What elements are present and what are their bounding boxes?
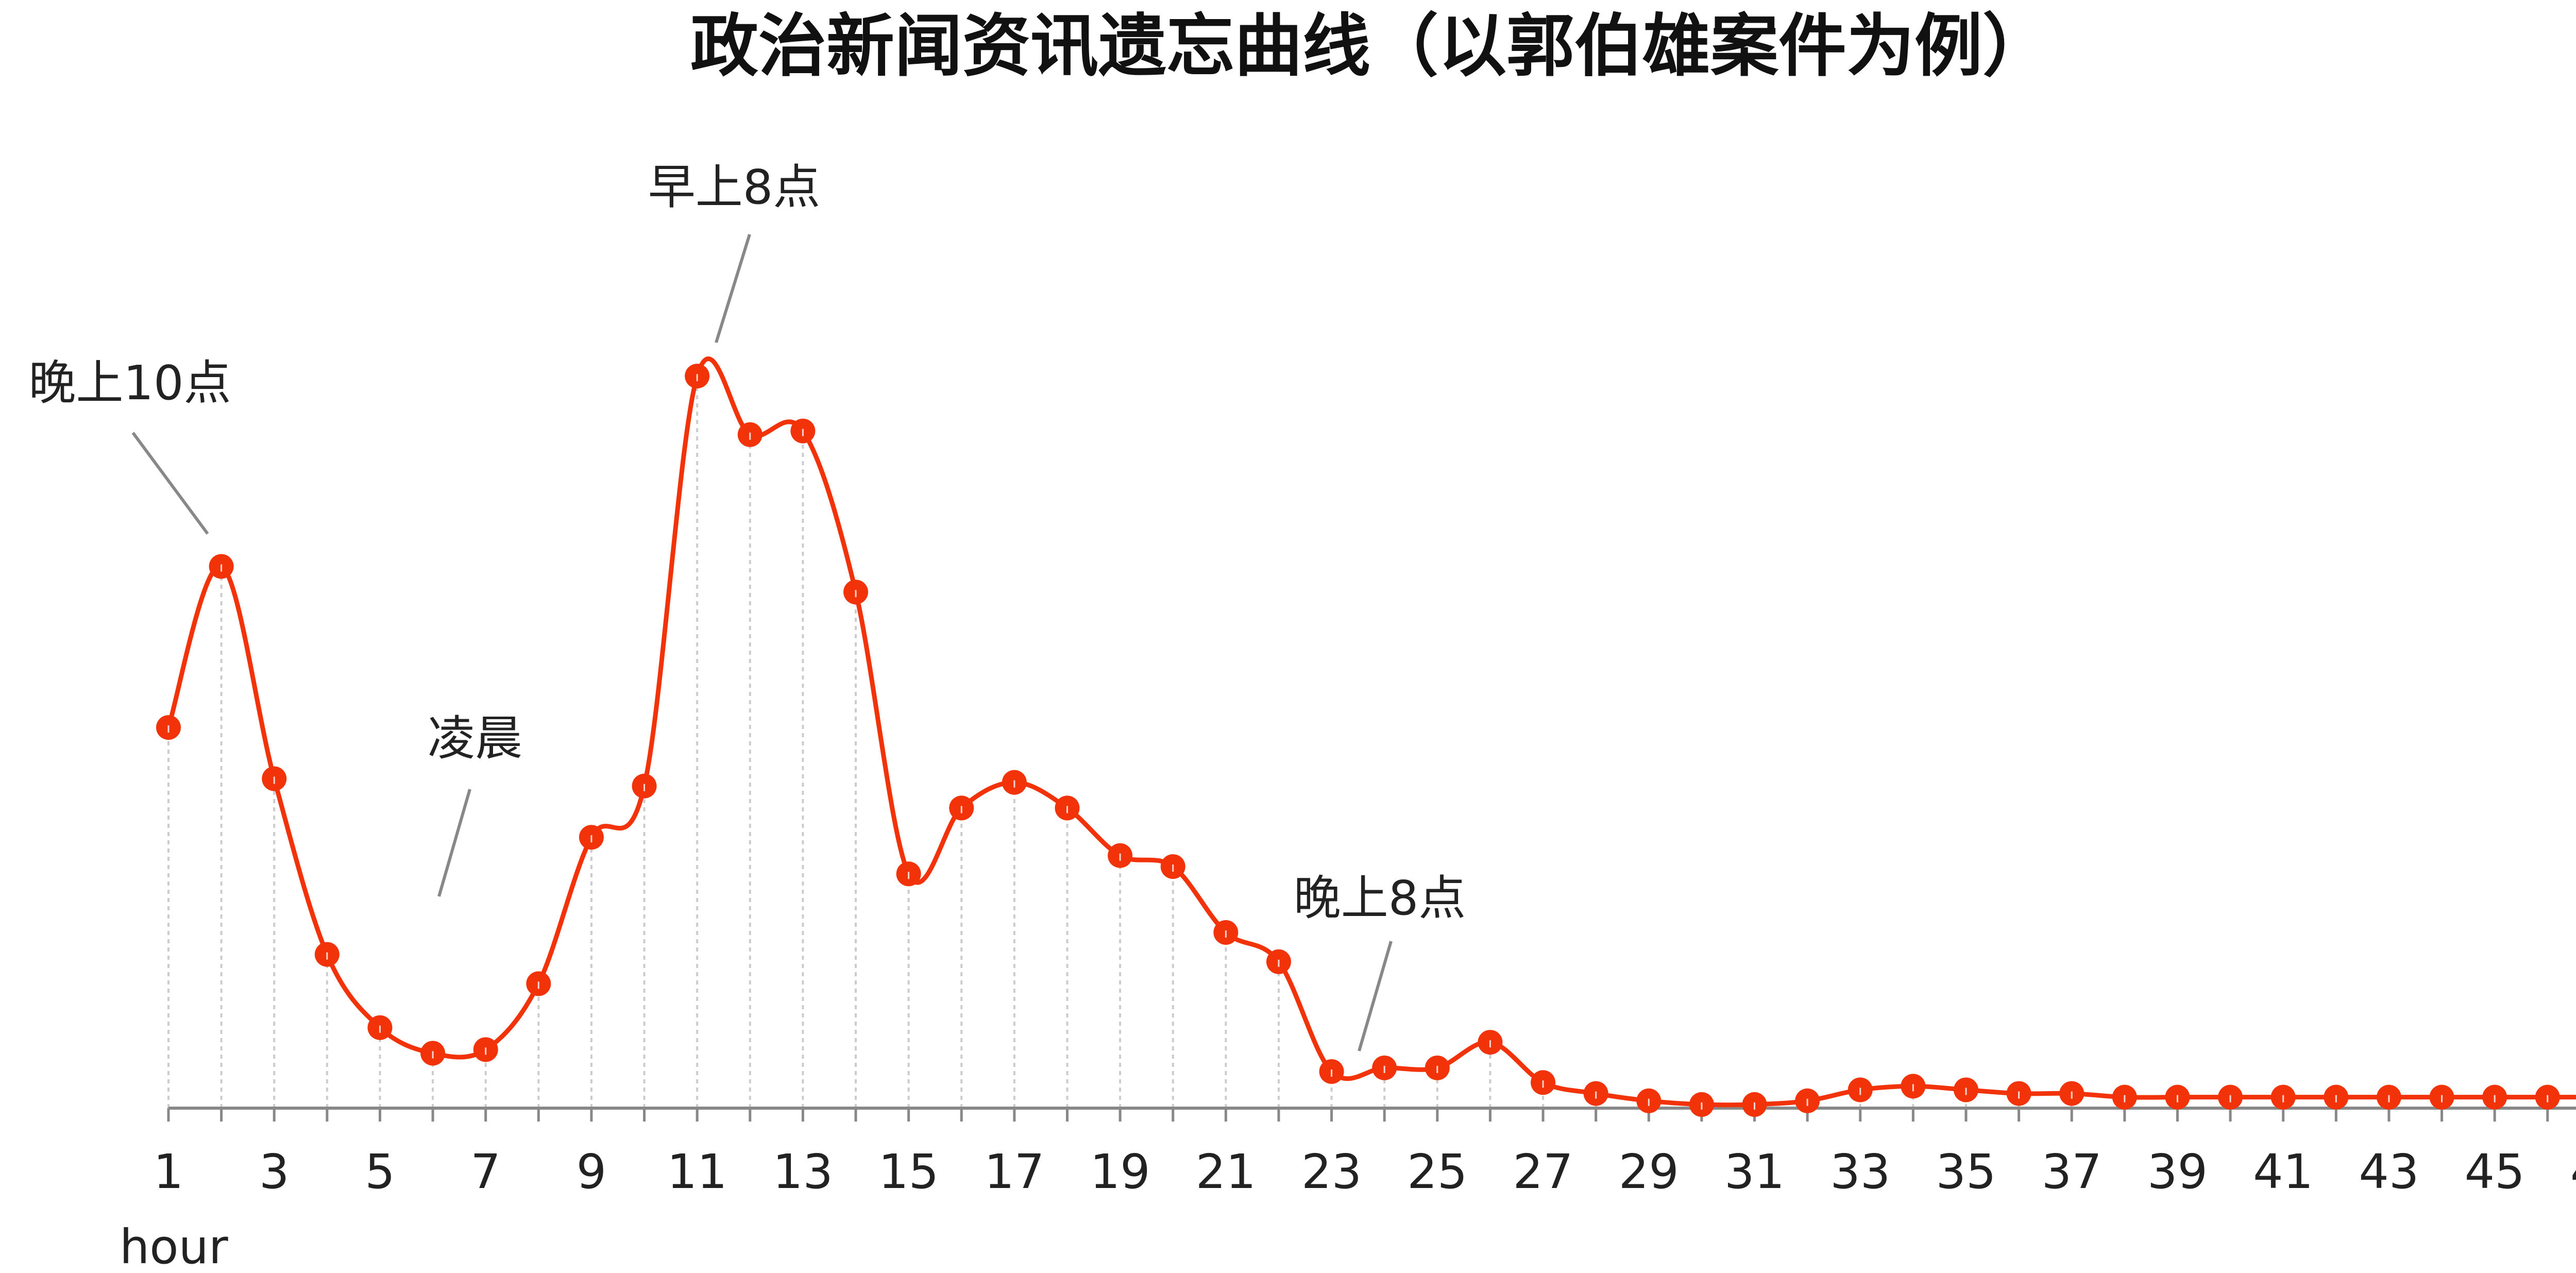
x-tick-label: 21 [1196, 1144, 1256, 1199]
x-tick-label: 1 [154, 1144, 184, 1199]
x-tick-label: 35 [1936, 1144, 1996, 1199]
x-tick-label: 3 [259, 1144, 290, 1199]
series-line-path [166, 357, 2576, 1108]
annotation-leader-line [1358, 941, 1393, 1051]
x-tick-label: 45 [2465, 1144, 2525, 1199]
x-tick-label: 47 [2570, 1144, 2576, 1199]
x-tick-label: 7 [470, 1144, 501, 1199]
annotation-label: 晚上8点 [1294, 871, 1466, 926]
x-tick-label: 27 [1513, 1144, 1573, 1199]
x-axis [167, 1107, 2576, 1122]
x-tick-label: 11 [667, 1144, 727, 1199]
annotation-leader-line [131, 432, 209, 535]
chart-title: 政治新闻资讯遗忘曲线（以郭伯雄案件为例） [690, 7, 2050, 86]
x-axis-label: hour [120, 1219, 228, 1273]
x-tick-label: 19 [1090, 1144, 1150, 1199]
x-tick-label: 33 [1830, 1144, 1890, 1199]
x-tick-label: 37 [2042, 1144, 2102, 1199]
x-tick-label: 25 [1407, 1144, 1467, 1199]
x-tick-label: 23 [1301, 1144, 1362, 1199]
annotation-leader-line [437, 789, 471, 897]
x-tick-label: 43 [2359, 1144, 2419, 1199]
x-tick-label: 5 [365, 1144, 395, 1199]
series-line [166, 357, 2576, 1108]
x-tick-labels: 1 3 5 7 9 11 13 15 17 19 21 23 25 27 29 31 33 35 37 39 41 43 4… [154, 1144, 2576, 1199]
annotation-label: 早上8点 [648, 160, 821, 215]
x-tick-label: 31 [1724, 1144, 1785, 1199]
annotation-leader-line [715, 234, 751, 343]
annotation-label: 凌晨 [428, 711, 522, 766]
x-tick-label: 13 [773, 1144, 833, 1199]
annotation-label: 晚上10点 [28, 355, 231, 411]
x-tick-label: 39 [2147, 1144, 2208, 1199]
x-tick-label: 41 [2253, 1144, 2313, 1199]
x-tick-label: 17 [984, 1144, 1044, 1199]
x-tick-label: 15 [878, 1144, 939, 1199]
data-points [156, 364, 2560, 1117]
x-tick-label: 29 [1619, 1144, 1679, 1199]
x-tick-label: 9 [577, 1144, 607, 1199]
